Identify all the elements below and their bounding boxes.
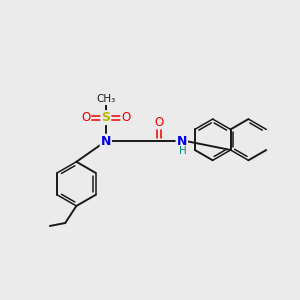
Text: H: H bbox=[178, 146, 186, 156]
Text: S: S bbox=[101, 111, 110, 124]
Text: O: O bbox=[154, 116, 164, 128]
Text: N: N bbox=[100, 135, 111, 148]
Text: CH₃: CH₃ bbox=[96, 94, 116, 104]
Text: O: O bbox=[81, 111, 90, 124]
Text: N: N bbox=[177, 135, 187, 148]
Text: O: O bbox=[121, 111, 130, 124]
